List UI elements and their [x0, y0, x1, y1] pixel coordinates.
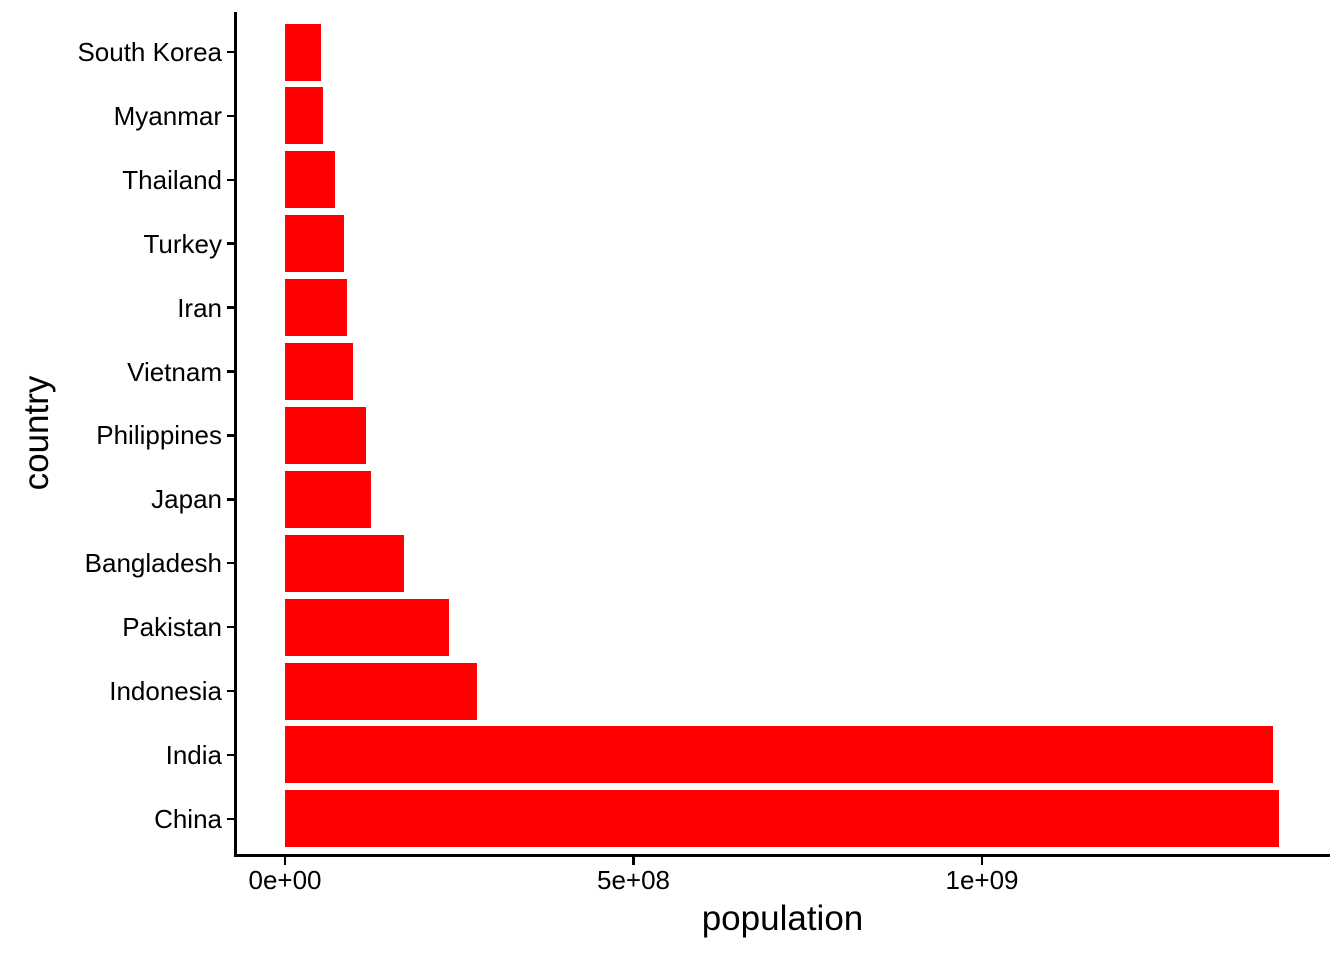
y-tick-mark-pakistan — [227, 625, 235, 629]
y-tick-label-indonesia: Indonesia — [109, 676, 222, 706]
bar-india — [285, 726, 1273, 784]
bar-indonesia — [285, 662, 478, 720]
y-tick-mark-turkey — [227, 242, 235, 245]
bar-thailand — [285, 151, 335, 209]
y-tick-mark-japan — [227, 498, 235, 501]
y-tick-label-myanmar: Myanmar — [113, 100, 222, 131]
x-tick-label-1e+09: 1e+09 — [945, 865, 1019, 895]
y-tick-mark-philippines — [227, 434, 235, 437]
bar-bangladesh — [285, 534, 405, 592]
y-tick-label-japan: Japan — [151, 484, 222, 515]
bar-japan — [285, 470, 372, 528]
y-tick-label-india: India — [165, 739, 222, 770]
y-tick-label-vietnam: Vietnam — [127, 356, 222, 387]
bar-china — [285, 790, 1279, 848]
y-tick-mark-iran — [227, 306, 235, 309]
y-tick-mark-thailand — [227, 178, 235, 182]
y-tick-label-philippines: Philippines — [96, 420, 222, 451]
bar-philippines — [285, 406, 366, 464]
y-tick-mark-bangladesh — [227, 561, 235, 565]
y-tick-label-south-korea: South Korea — [77, 37, 222, 67]
y-tick-mark-india — [227, 753, 235, 757]
x-tick-mark-0e+00 — [283, 856, 287, 865]
y-tick-mark-indonesia — [227, 689, 235, 693]
x-tick-label-0e+00: 0e+00 — [248, 865, 322, 895]
y-tick-mark-vietnam — [227, 370, 235, 373]
bar-iran — [285, 279, 347, 337]
y-tick-mark-myanmar — [227, 114, 235, 118]
bar-vietnam — [285, 343, 354, 400]
y-tick-label-iran: Iran — [177, 292, 222, 323]
y-tick-mark-south-korea — [227, 50, 235, 54]
y-tick-label-turkey: Turkey — [143, 228, 223, 259]
x-axis-line — [234, 854, 1330, 857]
bar-turkey — [285, 215, 345, 273]
y-tick-label-bangladesh: Bangladesh — [84, 548, 222, 579]
plot-panel — [235, 12, 1330, 855]
y-axis-title: country — [17, 375, 56, 491]
y-axis-line — [234, 12, 237, 856]
y-tick-label-china: China — [154, 803, 222, 834]
bar-pakistan — [285, 598, 450, 656]
bar-myanmar — [285, 87, 323, 145]
y-tick-mark-china — [227, 817, 235, 821]
x-tick-mark-1e+09 — [980, 856, 984, 865]
y-tick-label-pakistan: Pakistan — [122, 612, 222, 643]
x-tick-label-5e+08: 5e+08 — [596, 865, 671, 895]
x-tick-mark-5e+08 — [632, 856, 635, 865]
x-axis-title: population — [701, 899, 864, 938]
y-tick-label-thailand: Thailand — [122, 164, 222, 195]
bar-south-korea — [285, 23, 322, 81]
